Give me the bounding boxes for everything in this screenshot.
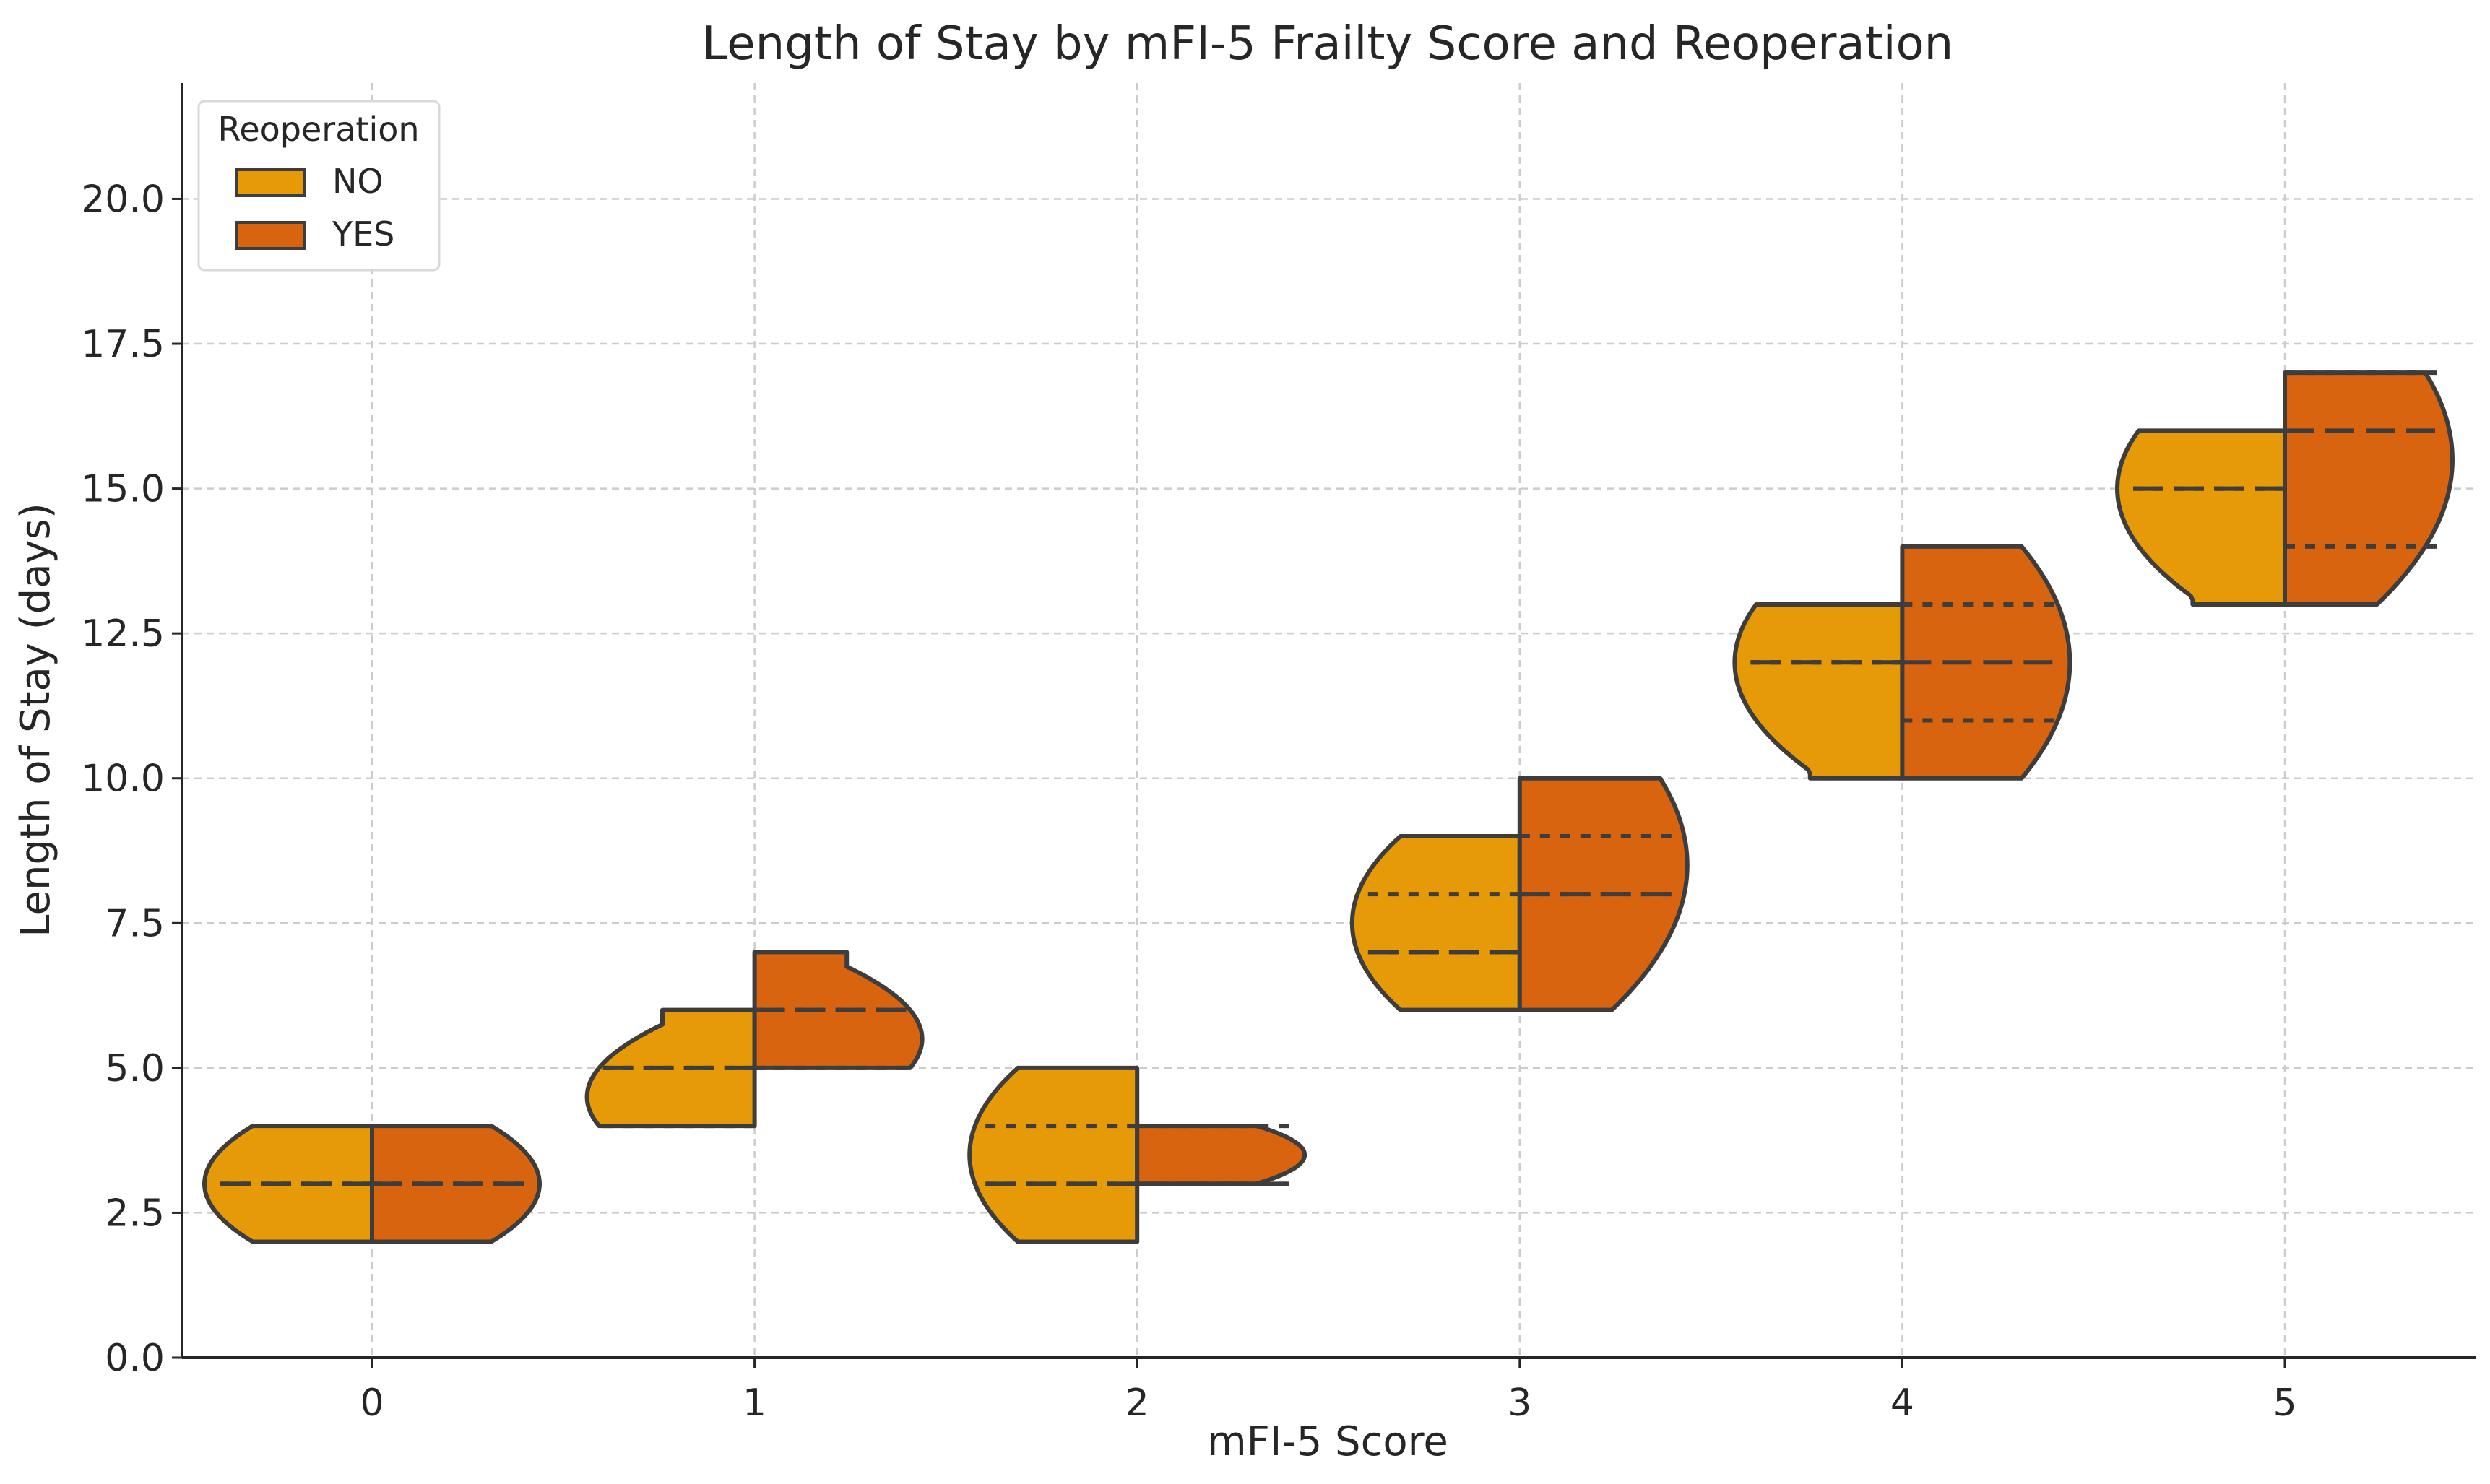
violin-yes-0 <box>370 1124 542 1244</box>
x-tick-label: 0 <box>360 1381 384 1425</box>
y-tick-label: 15.0 <box>81 468 165 511</box>
violin-body <box>967 1065 1140 1244</box>
x-tick-label: 3 <box>1508 1381 1531 1425</box>
legend-swatch-no <box>235 168 306 197</box>
y-tick-label: 20.0 <box>81 178 165 221</box>
chart-title: Length of Stay by mFI-5 Frailty Score an… <box>702 17 1953 71</box>
legend-label-no: NO <box>332 162 384 201</box>
y-tick-label: 10.0 <box>81 758 165 801</box>
violin-yes-5 <box>2283 370 2455 607</box>
y-tick-label: 12.5 <box>81 612 165 656</box>
y-tick-label: 17.5 <box>81 323 165 366</box>
violin-yes-4 <box>1900 544 2072 781</box>
violin-body <box>2283 370 2455 607</box>
y-tick-label: 0.0 <box>105 1337 165 1380</box>
violin-no-0 <box>202 1124 374 1244</box>
violin-body <box>1135 1124 1307 1186</box>
legend-swatch-yes <box>235 221 306 250</box>
y-tick-label: 2.5 <box>105 1192 165 1235</box>
violin-yes-1 <box>752 950 925 1070</box>
x-axis-label: mFI-5 Score <box>1207 1418 1448 1465</box>
violins <box>202 370 2455 1244</box>
x-tick-label: 5 <box>2273 1381 2296 1425</box>
legend-title: Reoperation <box>217 110 419 149</box>
violin-no-2 <box>967 1065 1140 1244</box>
violin-no-4 <box>1732 602 1905 781</box>
x-tick-label: 4 <box>1890 1381 1914 1425</box>
x-tick-label: 2 <box>1125 1381 1149 1425</box>
y-tick-label: 5.0 <box>105 1047 165 1090</box>
violin-yes-2 <box>1135 1124 1307 1186</box>
x-tick-label: 1 <box>743 1381 766 1425</box>
violin-body <box>2115 428 2287 607</box>
violin-yes-3 <box>1517 776 1690 1012</box>
y-tick-label: 7.5 <box>105 902 165 945</box>
legend-label-yes: YES <box>332 214 394 253</box>
violin-no-3 <box>1349 833 1522 1012</box>
violin-no-1 <box>584 1007 757 1129</box>
violin-no-5 <box>2115 428 2287 607</box>
grid-lines <box>182 83 2476 1359</box>
axes: 0.0 2.5 5.0 7.5 10.0 12.5 15.0 17.5 20.0 0 1 2 3 4 5 <box>81 83 2476 1425</box>
y-axis-label: Length of Stay (days) <box>12 503 59 937</box>
violin-body <box>1349 833 1522 1012</box>
legend: Reoperation NO YES <box>197 100 441 272</box>
violin-body <box>1732 602 1905 781</box>
